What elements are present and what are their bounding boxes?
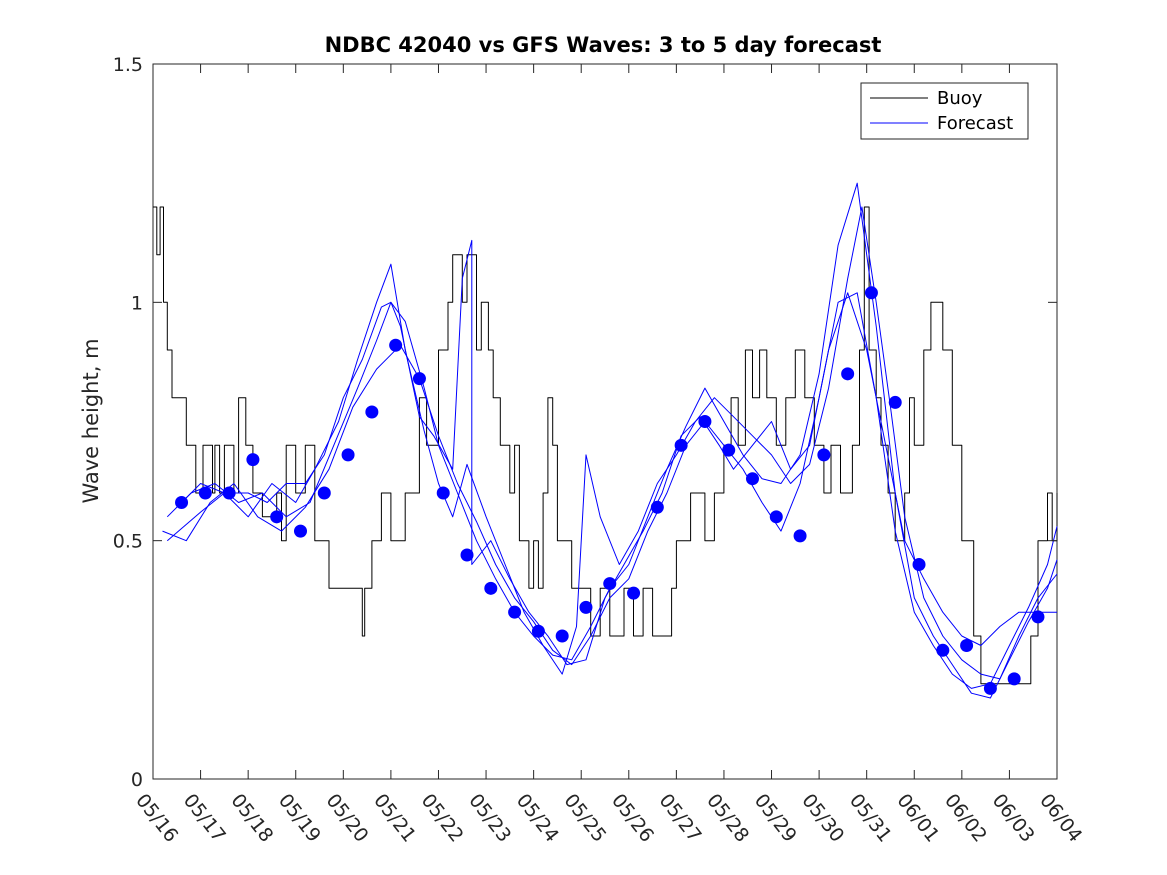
forecast-marker — [674, 438, 688, 452]
y-axis-label: Wave height, m — [79, 338, 103, 503]
forecast-series-line — [176, 239, 1057, 666]
legend-box — [860, 82, 1029, 140]
forecast-marker — [650, 500, 664, 514]
forecast-marker — [745, 472, 759, 486]
forecast-marker — [603, 577, 617, 591]
legend-label-buoy: Buoy — [937, 88, 983, 109]
forecast-marker — [579, 600, 593, 614]
forecast-marker — [198, 486, 212, 500]
forecast-marker — [436, 486, 450, 500]
forecast-marker — [912, 558, 926, 571]
forecast-marker — [175, 496, 189, 510]
plot-area: 05/1605/1705/1805/1905/2005/2105/2205/23… — [113, 54, 1087, 846]
forecast-marker — [888, 395, 902, 409]
forecast-marker — [960, 639, 974, 653]
y-tick-label: 1.5 — [113, 54, 143, 76]
forecast-marker — [293, 524, 307, 538]
forecast-marker — [412, 372, 426, 386]
forecast-marker — [460, 548, 474, 562]
forecast-marker — [983, 681, 997, 695]
chart-title: NDBC 42040 vs GFS Waves: 3 to 5 day fore… — [325, 33, 882, 57]
forecast-marker — [341, 448, 355, 462]
forecast-marker — [769, 510, 783, 524]
forecast-marker — [817, 448, 831, 462]
y-tick-label: 1 — [131, 292, 143, 314]
forecast-marker — [555, 629, 569, 643]
forecast-marker — [365, 405, 379, 419]
axes-box — [152, 63, 1058, 780]
forecast-marker — [698, 415, 712, 428]
forecast-marker — [484, 581, 498, 595]
forecast-marker — [270, 510, 284, 524]
forecast-series-line — [162, 292, 1058, 689]
forecast-marker — [722, 443, 736, 457]
series-layer — [153, 182, 1058, 699]
forecast-series-line — [166, 206, 1058, 680]
forecast-marker — [936, 643, 950, 657]
forecast-marker — [317, 486, 331, 500]
forecast-marker — [389, 338, 403, 352]
forecast-marker — [246, 453, 260, 467]
forecast-marker — [508, 605, 522, 619]
forecast-marker — [627, 586, 641, 600]
y-tick-label: 0 — [131, 769, 143, 791]
forecast-marker — [841, 367, 855, 381]
y-tick-label: 0.5 — [113, 531, 143, 553]
forecast-marker — [222, 486, 236, 500]
legend-label-forecast: Forecast — [937, 113, 1013, 134]
legend: Buoy Forecast — [860, 82, 1029, 140]
forecast-marker — [1007, 672, 1021, 686]
forecast-marker — [1031, 610, 1045, 624]
forecast-series-line — [166, 182, 1058, 699]
forecast-marker — [793, 529, 807, 543]
forecast-marker — [531, 624, 545, 638]
forecast-marker — [864, 286, 878, 300]
